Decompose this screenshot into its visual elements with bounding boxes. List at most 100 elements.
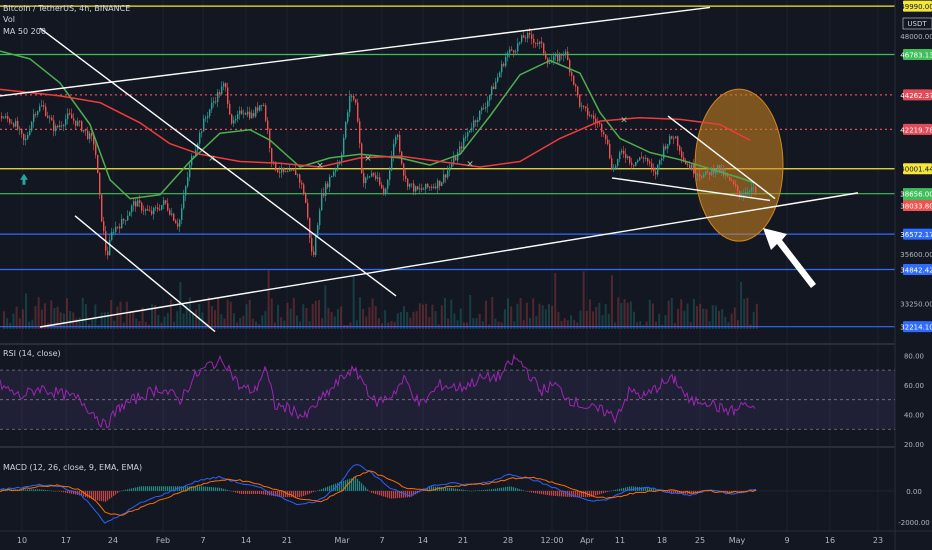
- trendline[interactable]: [0, 6, 711, 97]
- trendline[interactable]: [611, 177, 771, 202]
- trendlines[interactable]: [0, 6, 859, 333]
- macd-histogram-bar: [301, 490, 303, 497]
- volume-bar: [25, 293, 28, 329]
- volume-bar: [119, 301, 122, 329]
- candle-body: [203, 118, 205, 132]
- time-tick-label: 14: [418, 536, 428, 545]
- candle-body: [307, 202, 309, 218]
- macd-histogram-bar: [273, 490, 275, 497]
- volume-bar: [544, 309, 547, 329]
- candle-body: [493, 86, 495, 90]
- macd-histogram-bar: [281, 490, 283, 498]
- volume-bar: [711, 305, 714, 329]
- volume-bar: [705, 309, 708, 329]
- volume-bar: [459, 308, 462, 329]
- moving-averages: [0, 50, 757, 200]
- price-level-value: 46783.13: [900, 52, 932, 60]
- volume-bar: [696, 306, 698, 329]
- volume-bar: [412, 312, 415, 329]
- macd-histogram-bar: [271, 490, 273, 496]
- volume-bar: [324, 285, 327, 329]
- trendline[interactable]: [39, 27, 397, 297]
- volume-bar: [510, 306, 513, 329]
- price-axis[interactable]: 49990.00 46783.13 44262.37 42219.78 40001.44…: [898, 0, 932, 527]
- candle-body: [631, 162, 633, 165]
- macd-histogram-bar: [665, 490, 667, 492]
- volume-bar: [673, 323, 676, 329]
- candle-body: [227, 87, 229, 105]
- macd-histogram-bar: [409, 490, 411, 498]
- rsi-legend[interactable]: RSI (14, close): [3, 349, 61, 358]
- macd-histogram-bar: [647, 487, 649, 491]
- candle-body: [173, 213, 175, 221]
- candle-body: [419, 188, 421, 190]
- macd-histogram-bar: [325, 487, 327, 491]
- macd-histogram-bar: [103, 490, 105, 502]
- candle-body: [533, 38, 535, 43]
- macd-histogram-bar: [569, 490, 571, 498]
- macd-histogram-bar: [237, 490, 239, 494]
- macd-histogram-bar: [727, 490, 729, 492]
- volume-bar: [198, 303, 201, 329]
- candle-body: [245, 113, 247, 115]
- macd-histogram-bar: [171, 486, 173, 491]
- macd-histogram-bar: [153, 486, 155, 491]
- volume-bar: [736, 320, 739, 329]
- macd-pane: [0, 464, 895, 524]
- macd-histogram-bar: [643, 487, 645, 491]
- macd-histogram-bar: [691, 490, 693, 494]
- volume-bar: [566, 320, 569, 329]
- trendline[interactable]: [667, 115, 776, 200]
- trendline[interactable]: [74, 215, 216, 333]
- macd-histogram-bar: [743, 490, 745, 492]
- candle-body: [523, 35, 525, 38]
- macd-histogram-bar: [215, 487, 217, 491]
- macd-histogram-bar: [75, 490, 77, 495]
- macd-histogram-bar: [593, 490, 595, 497]
- candle-body: [749, 191, 751, 193]
- volume-bar: [160, 322, 163, 329]
- macd-histogram-bar: [247, 490, 249, 494]
- candle-body: [225, 83, 227, 88]
- volume-bar: [144, 321, 147, 329]
- macd-histogram-bar: [501, 487, 503, 491]
- symbol-title[interactable]: Bitcoin / TetherUS, 4h, BINANCE: [3, 4, 130, 13]
- volume-legend[interactable]: Vol: [3, 15, 15, 24]
- volume-bar: [336, 309, 339, 329]
- volume-bar: [333, 316, 336, 329]
- candle-body: [445, 174, 447, 178]
- macd-histogram-bar: [371, 490, 373, 493]
- time-axis[interactable]: 10 17 24 Feb 7 14 21 Mar 7 14 21 28 12:00 Apr 11 18 25 Ma…: [17, 536, 883, 545]
- macd-histogram-bar: [195, 486, 197, 491]
- candle-body: [305, 193, 307, 203]
- time-tick-label: 16: [825, 536, 835, 545]
- volume-bar: [103, 312, 106, 329]
- candle-body: [691, 164, 693, 169]
- volume-bar: [289, 308, 292, 329]
- volume-bar: [81, 297, 84, 329]
- candle-body: [25, 138, 27, 141]
- volume-bar: [547, 303, 550, 329]
- macd-histogram-bar: [351, 478, 353, 491]
- macd-legend[interactable]: MACD (12, 26, close, 9, EMA, EMA): [3, 463, 142, 472]
- candle-body: [679, 146, 681, 152]
- ma-legend[interactable]: MA 50 200: [3, 27, 46, 36]
- candle-body: [207, 116, 209, 118]
- candle-body: [119, 226, 121, 229]
- trendline[interactable]: [39, 192, 859, 328]
- candle-body: [645, 158, 647, 159]
- macd-histogram-bar: [277, 490, 279, 497]
- candle-body: [671, 136, 673, 139]
- volume-bar: [56, 306, 59, 329]
- price-level-tag: [903, 321, 932, 333]
- candle-body: [703, 174, 705, 178]
- candle-body: [677, 136, 679, 147]
- time-tick-label: 21: [458, 536, 468, 545]
- candle-body: [261, 104, 263, 106]
- candle-body: [529, 33, 531, 35]
- volume-bar: [462, 322, 465, 329]
- current-price-value: 38656.00: [900, 191, 932, 199]
- volume-bar: [236, 322, 239, 329]
- volume-bar: [84, 304, 87, 329]
